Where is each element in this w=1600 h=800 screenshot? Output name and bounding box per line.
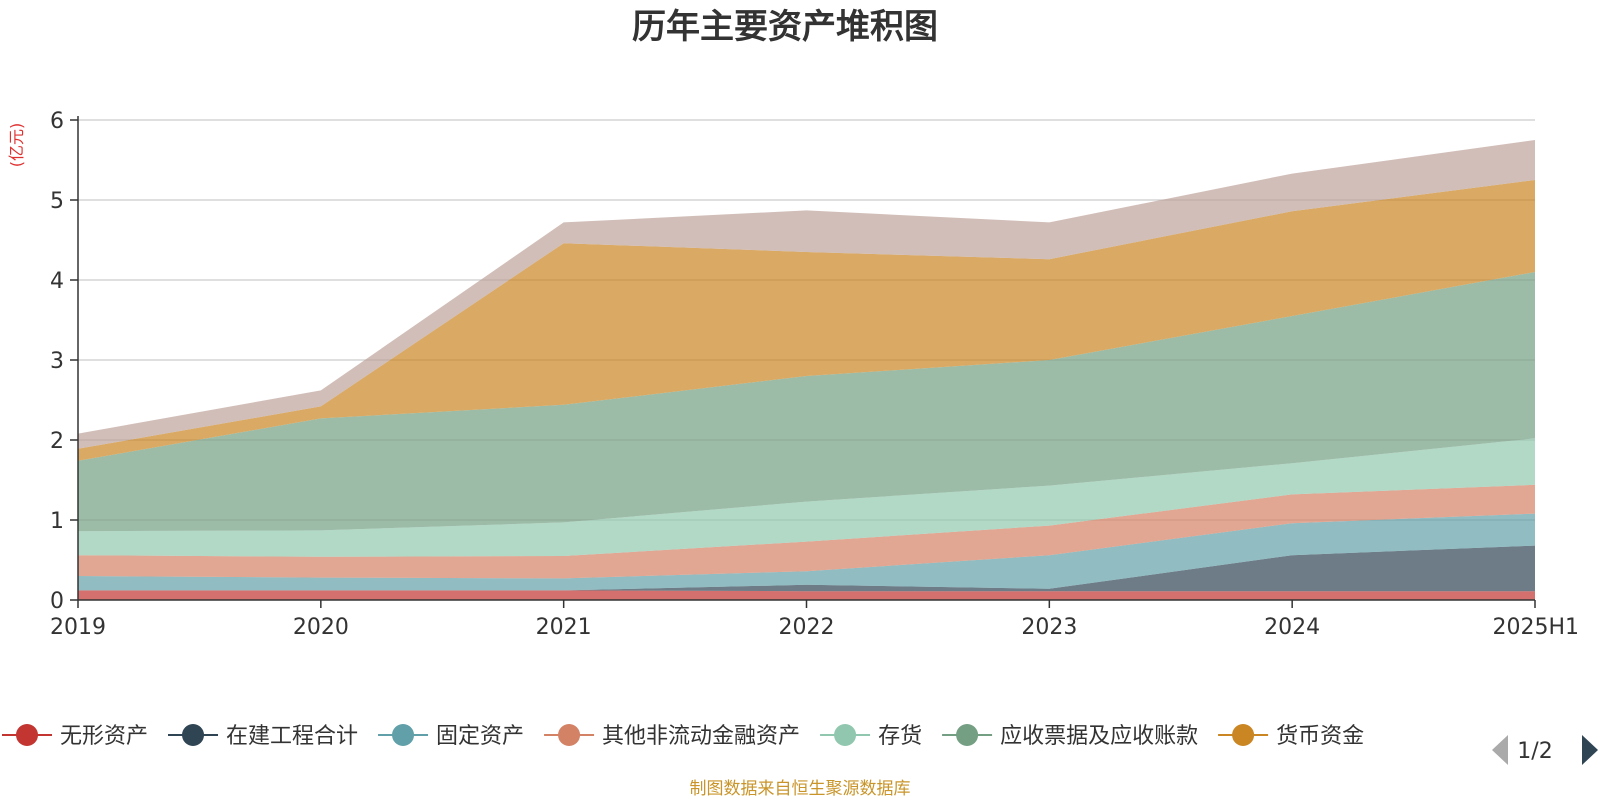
x-tick-label: 2024 — [1264, 615, 1320, 640]
legend-marker-icon — [558, 724, 581, 746]
next-page-icon[interactable] — [1582, 735, 1598, 765]
y-tick-label: 4 — [50, 269, 64, 294]
legend-label: 其他非流动金融资产 — [602, 724, 800, 749]
stacked-areas — [78, 140, 1535, 600]
legend-label: 应收票据及应收账款 — [1000, 724, 1198, 749]
y-tick-label: 3 — [50, 349, 64, 374]
legend-item-0[interactable]: 无形资产 — [2, 724, 148, 749]
x-tick-label: 2022 — [779, 615, 835, 640]
x-tick-label: 2020 — [293, 615, 349, 640]
legend-page-indicator: 1/2 — [1517, 739, 1552, 764]
legend-label: 在建工程合计 — [226, 724, 358, 749]
area-series-2 — [78, 513, 1535, 591]
area-series-4 — [78, 438, 1535, 557]
area-series-7 — [78, 140, 1535, 449]
area-series-3 — [78, 484, 1535, 579]
legend-label: 存货 — [878, 724, 922, 749]
legend-marker-icon — [834, 724, 857, 746]
legend-label: 货币资金 — [1276, 724, 1364, 749]
axes: 0 1 2 3 4 5 6 2019 2020 2021 2022 2023 2024 2025H1 — [50, 109, 1579, 640]
x-tick-label: 2019 — [50, 615, 106, 640]
y-tick-label: 0 — [50, 589, 64, 614]
legend-marker-icon — [182, 724, 205, 746]
y-tick-label: 6 — [50, 109, 64, 134]
legend-pager: 1/2 — [1492, 735, 1598, 765]
source-note: 制图数据来自恒生聚源数据库 — [690, 779, 911, 799]
y-tick-label: 5 — [50, 189, 64, 214]
legend-marker-icon — [956, 724, 979, 746]
legend-item-1[interactable]: 在建工程合计 — [168, 724, 358, 749]
chart-title: 历年主要资产堆积图 — [632, 7, 938, 47]
x-tick-label: 2021 — [536, 615, 592, 640]
x-tick-label: 2023 — [1021, 615, 1077, 640]
legend-item-6[interactable]: 货币资金 — [1218, 724, 1364, 749]
legend-marker-icon — [1232, 724, 1255, 746]
legend-item-5[interactable]: 应收票据及应收账款 — [942, 724, 1198, 749]
legend-marker-icon — [16, 724, 38, 746]
legend-marker-icon — [392, 724, 415, 746]
x-tick-label: 2025H1 — [1492, 615, 1579, 640]
legend-label: 无形资产 — [60, 724, 148, 749]
legend: 无形资产 在建工程合计 固定资产 其他非流动金融资产 存货 应收票据及应收账款 货币资金 — [2, 724, 1364, 749]
y-axis-unit-label: (亿元) — [7, 123, 26, 168]
prev-page-icon[interactable] — [1492, 735, 1508, 765]
area-series-1 — [78, 545, 1535, 592]
legend-item-3[interactable]: 其他非流动金融资产 — [544, 724, 800, 749]
area-series-6 — [78, 180, 1535, 461]
area-series-5 — [78, 272, 1535, 532]
y-tick-label: 1 — [50, 509, 64, 534]
legend-item-4[interactable]: 存货 — [820, 724, 922, 749]
area-series-0 — [78, 590, 1535, 600]
y-tick-label: 2 — [50, 429, 64, 454]
legend-label: 固定资产 — [436, 724, 524, 749]
legend-item-2[interactable]: 固定资产 — [378, 724, 524, 749]
